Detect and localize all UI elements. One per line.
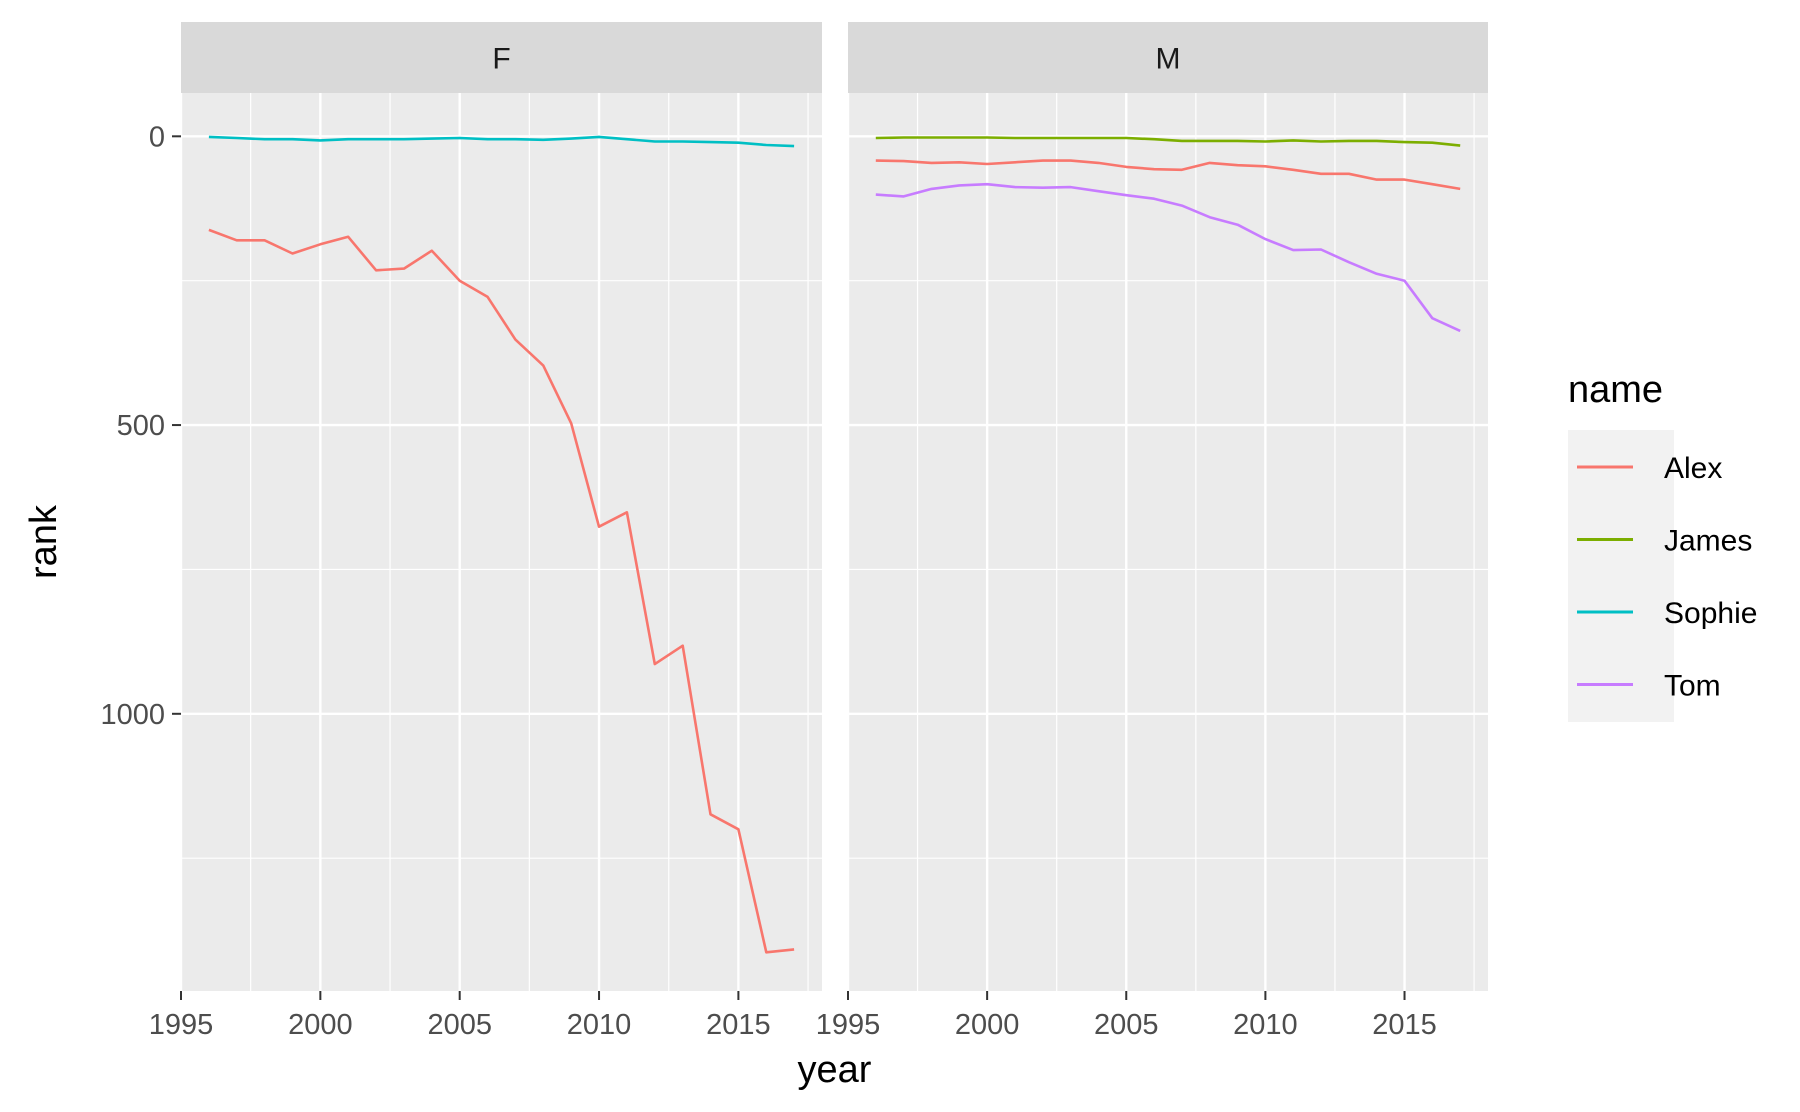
series-line-sophie-f: [208, 135, 795, 148]
y-tick-label: 1000: [100, 699, 165, 731]
facet-strip: [848, 22, 1488, 93]
y-axis-title: rank: [23, 504, 65, 579]
x-tick-label: 2000: [288, 1009, 353, 1041]
x-tick-label: 2015: [1372, 1009, 1437, 1041]
x-tick-label: 2015: [706, 1009, 771, 1041]
x-tick-label: 2000: [955, 1009, 1020, 1041]
facet-strip: [181, 22, 822, 93]
legend-label-james: James: [1664, 525, 1752, 558]
x-tick-label: 2005: [1094, 1009, 1159, 1041]
panel-background: [181, 93, 822, 991]
panel-background: [848, 93, 1488, 991]
legend-label-alex: Alex: [1664, 452, 1722, 485]
legend-label-tom: Tom: [1664, 670, 1721, 703]
x-tick-label: 1995: [149, 1009, 214, 1041]
series-line-alex-m: [875, 159, 1461, 191]
x-tick-label: 2010: [1233, 1009, 1298, 1041]
facet-strip-label: F: [492, 43, 510, 76]
x-tick-label: 2005: [427, 1009, 492, 1041]
legend-title: name: [1568, 369, 1663, 411]
x-tick-label: 2010: [567, 1009, 632, 1041]
series-line-tom-m: [875, 182, 1461, 333]
x-axis-title: year: [798, 1049, 872, 1091]
y-tick-label: 0: [149, 121, 165, 153]
series-line-alex-f: [208, 228, 795, 954]
legend: name Alex James Sophie Tom: [1568, 369, 1757, 722]
x-tick-label: 1995: [816, 1009, 881, 1041]
facet-strip-label: M: [1156, 43, 1181, 76]
y-tick-label: 500: [117, 410, 165, 442]
series-line-james-m: [875, 136, 1461, 147]
legend-label-sophie: Sophie: [1664, 597, 1757, 630]
